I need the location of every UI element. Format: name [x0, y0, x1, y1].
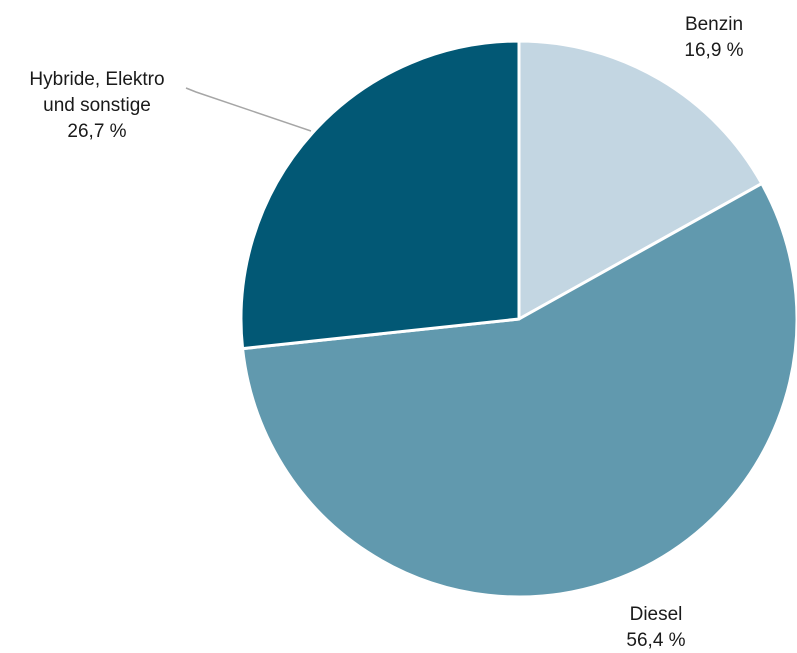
pie-slice-hybride-elektro [239, 39, 521, 351]
pie-category-label: Diesel [630, 604, 683, 625]
pie-value-label: 56,4 % [626, 630, 685, 651]
pie-value-label: 26,7 % [67, 121, 126, 142]
pie-category-label: Hybride, Elektro [29, 69, 164, 90]
pie-leader-lines [185, 87, 312, 132]
pie-label-benzin: Benzin 16,9 % [684, 14, 743, 61]
pie-label-hybride-elektro: Hybride, Elektro und sonstige 26,7 % [29, 69, 164, 142]
pie-category-label: Benzin [685, 14, 743, 35]
pie-slices [239, 39, 797, 599]
pie-category-label: und sonstige [43, 95, 151, 116]
leader-line-hybride-elektro [185, 87, 312, 132]
pie-labels: Benzin 16,9 % Diesel 56,4 % Hybride, Elektro… [29, 14, 743, 651]
pie-slice-benzin [517, 39, 764, 321]
pie-value-label: 16,9 % [684, 40, 743, 61]
pie-label-diesel: Diesel 56,4 % [626, 604, 685, 651]
